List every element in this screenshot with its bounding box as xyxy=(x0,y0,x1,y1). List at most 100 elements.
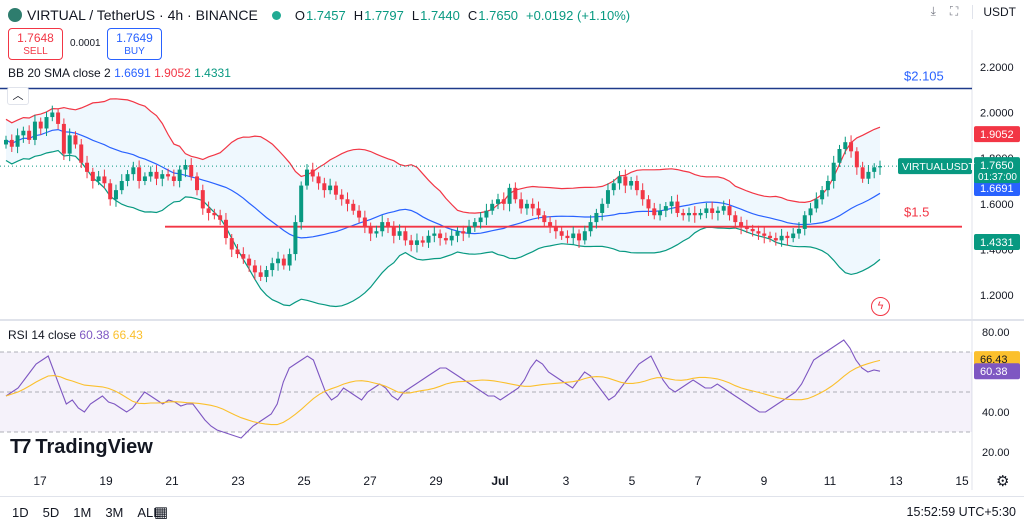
clock-time[interactable]: 15:52:59 UTC+5:30 xyxy=(906,505,1016,519)
rsi-tick-0: 20.00 xyxy=(982,447,1010,459)
candle-body-141 xyxy=(820,190,825,200)
candle-body-103 xyxy=(600,203,605,213)
rsi-tag: 60.38 xyxy=(980,366,1008,378)
candle-body-101 xyxy=(588,222,593,232)
candle-body-93 xyxy=(542,215,547,223)
bottom-toolbar: 1D 5D 1M 3M ALL ▦ 15:52:59 UTC+5:30 xyxy=(0,496,1024,528)
candle-body-91 xyxy=(530,203,535,209)
top-right-tools: ⤓ ⛶ USDT xyxy=(931,4,1016,19)
candle-body-18 xyxy=(108,183,113,200)
candle-body-21 xyxy=(125,174,130,181)
range-1m[interactable]: 1M xyxy=(73,505,92,520)
calendar-icon[interactable]: ▦ xyxy=(154,504,169,521)
candle-body-8 xyxy=(50,112,55,118)
candle-body-24 xyxy=(142,176,147,181)
x-tick-10: 7 xyxy=(695,474,702,488)
candle-body-119 xyxy=(692,212,697,216)
candle-body-19 xyxy=(113,190,118,200)
candle-body-51 xyxy=(299,185,304,223)
candle-body-108 xyxy=(629,181,634,186)
candle-body-60 xyxy=(351,203,356,211)
candle-body-66 xyxy=(386,222,391,227)
candle-body-102 xyxy=(594,212,599,223)
x-tick-2: 21 xyxy=(165,474,179,488)
fullscreen-icon[interactable]: ⛶ xyxy=(949,4,959,18)
candle-body-43 xyxy=(252,265,257,273)
candle-body-9 xyxy=(56,112,61,124)
candle-body-79 xyxy=(461,231,466,234)
candle-body-27 xyxy=(160,174,165,179)
bb-legend-label: BB 20 SMA close 2 xyxy=(8,66,111,80)
candle-body-72 xyxy=(420,240,425,243)
rsi-ma-value: 66.43 xyxy=(112,328,143,342)
candle-body-52 xyxy=(304,169,309,186)
candle-body-4 xyxy=(27,130,32,140)
candle-body-120 xyxy=(698,212,703,216)
rsi-legend[interactable]: RSI 14 close 60.38 66.43 xyxy=(8,328,143,342)
candle-body-68 xyxy=(397,231,402,236)
candle-body-126 xyxy=(733,215,738,223)
bb-band-fill xyxy=(6,98,880,307)
x-tick-3: 23 xyxy=(231,474,245,488)
range-3m[interactable]: 3M xyxy=(105,505,124,520)
gear-icon[interactable]: ⚙ xyxy=(996,473,1010,490)
last-price-bg xyxy=(974,157,1020,184)
candle-body-71 xyxy=(414,240,419,245)
flash-icon[interactable]: ϟ xyxy=(871,297,890,316)
rsi-ma-tag-bg xyxy=(974,351,1020,368)
x-tick-12: 11 xyxy=(824,474,837,488)
candle-body-67 xyxy=(391,226,396,236)
candle-body-111 xyxy=(646,199,651,209)
rsi-legend-label: RSI 14 close xyxy=(8,328,77,342)
download-icon[interactable]: ⤓ xyxy=(930,4,936,18)
candle-body-47 xyxy=(276,258,281,264)
lower-price-label-bg xyxy=(974,233,1020,250)
basis-price-label: 1.6691 xyxy=(980,183,1014,195)
rsi-ma-line xyxy=(5,359,881,426)
sell-button[interactable]: 1.7648 SELL xyxy=(8,28,63,60)
candle-body-0 xyxy=(4,139,8,145)
open-value: 1.7457 xyxy=(305,7,346,23)
buy-button[interactable]: 1.7649 BUY xyxy=(107,28,162,60)
candle-body-117 xyxy=(681,212,686,216)
candle-body-33 xyxy=(195,176,200,191)
candle-body-17 xyxy=(102,176,107,184)
candle-body-7 xyxy=(44,117,49,129)
candle-body-10 xyxy=(61,123,66,154)
candle-body-118 xyxy=(686,212,691,216)
candle-body-32 xyxy=(189,165,194,177)
candle-body-63 xyxy=(368,226,373,234)
candle-body-131 xyxy=(762,233,767,236)
candle-body-123 xyxy=(715,210,720,213)
candle-body-107 xyxy=(623,176,628,186)
candle-body-12 xyxy=(73,135,78,145)
candle-body-3 xyxy=(21,130,26,136)
tradingview-wordmark: TradingView xyxy=(35,436,153,458)
candle-body-1 xyxy=(9,139,14,147)
bb-legend[interactable]: BB 20 SMA close 2 1.6691 1.9052 1.4331 xyxy=(8,66,231,80)
low-label: L xyxy=(411,7,420,23)
candle-body-104 xyxy=(605,190,610,204)
candle-body-124 xyxy=(721,206,726,211)
x-tick-14: 15 xyxy=(955,474,969,488)
virtual-coin-icon xyxy=(8,8,22,22)
candle-body-113 xyxy=(658,210,663,216)
candle-body-23 xyxy=(137,167,142,181)
range-5d[interactable]: 5D xyxy=(42,505,60,520)
candle-body-34 xyxy=(200,190,205,209)
upper-price-label-bg xyxy=(974,126,1020,143)
collapse-up-icon[interactable]: ︿ xyxy=(7,87,29,105)
symbol-title[interactable]: VIRTUAL / TetherUS · 4h · BINANCE xyxy=(27,7,258,23)
high-label: H xyxy=(353,7,364,23)
bb-upper-line xyxy=(5,98,881,214)
candle-body-145 xyxy=(843,142,848,150)
candle-body-89 xyxy=(519,199,524,209)
range-1d[interactable]: 1D xyxy=(12,505,29,520)
candle-body-116 xyxy=(675,201,680,213)
range-all[interactable]: ALL xyxy=(137,505,161,520)
candle-body-114 xyxy=(663,206,668,211)
currency-selector[interactable]: USDT xyxy=(972,4,1016,19)
candle-body-49 xyxy=(287,254,292,266)
open-label: O xyxy=(294,7,305,23)
